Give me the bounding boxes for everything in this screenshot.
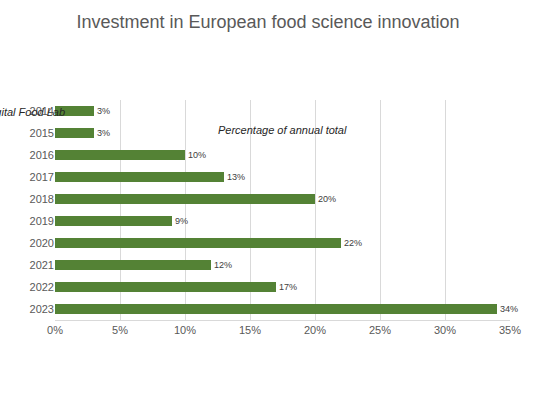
svg-text:5%: 5%	[112, 324, 128, 336]
svg-text:10%: 10%	[188, 150, 206, 160]
svg-text:Percentage of annual total: Percentage of annual total	[218, 124, 347, 136]
svg-text:2016: 2016	[30, 149, 54, 161]
svg-text:20%: 20%	[318, 194, 336, 204]
svg-text:15%: 15%	[239, 324, 261, 336]
svg-text:20%: 20%	[304, 324, 326, 336]
svg-text:2017: 2017	[30, 171, 54, 183]
svg-text:10%: 10%	[174, 324, 196, 336]
svg-text:3%: 3%	[97, 106, 110, 116]
svg-text:30%: 30%	[434, 324, 456, 336]
svg-text:2018: 2018	[30, 193, 54, 205]
svg-text:12%: 12%	[214, 260, 232, 270]
svg-text:22%: 22%	[344, 238, 362, 248]
svg-text:13%: 13%	[227, 172, 245, 182]
svg-text:34%: 34%	[500, 304, 518, 314]
svg-text:2023: 2023	[30, 303, 54, 315]
svg-text:2015: 2015	[30, 127, 54, 139]
svg-text:2022: 2022	[30, 281, 54, 293]
svg-text:2020: 2020	[30, 237, 54, 249]
svg-text:25%: 25%	[369, 324, 391, 336]
svg-text:0%: 0%	[47, 324, 63, 336]
svg-text:2019: 2019	[30, 215, 54, 227]
svg-text:17%: 17%	[279, 282, 297, 292]
svg-text:Investment in European food sc: Investment in European food science inno…	[76, 12, 459, 32]
svg-text:9%: 9%	[175, 216, 188, 226]
svg-text:3%: 3%	[97, 128, 110, 138]
svg-text:35%: 35%	[499, 324, 521, 336]
svg-text:Source: Digital Food Lab: Source: Digital Food Lab	[0, 106, 65, 118]
svg-text:2021: 2021	[30, 259, 54, 271]
svg-text:2014: 2014	[30, 105, 54, 117]
